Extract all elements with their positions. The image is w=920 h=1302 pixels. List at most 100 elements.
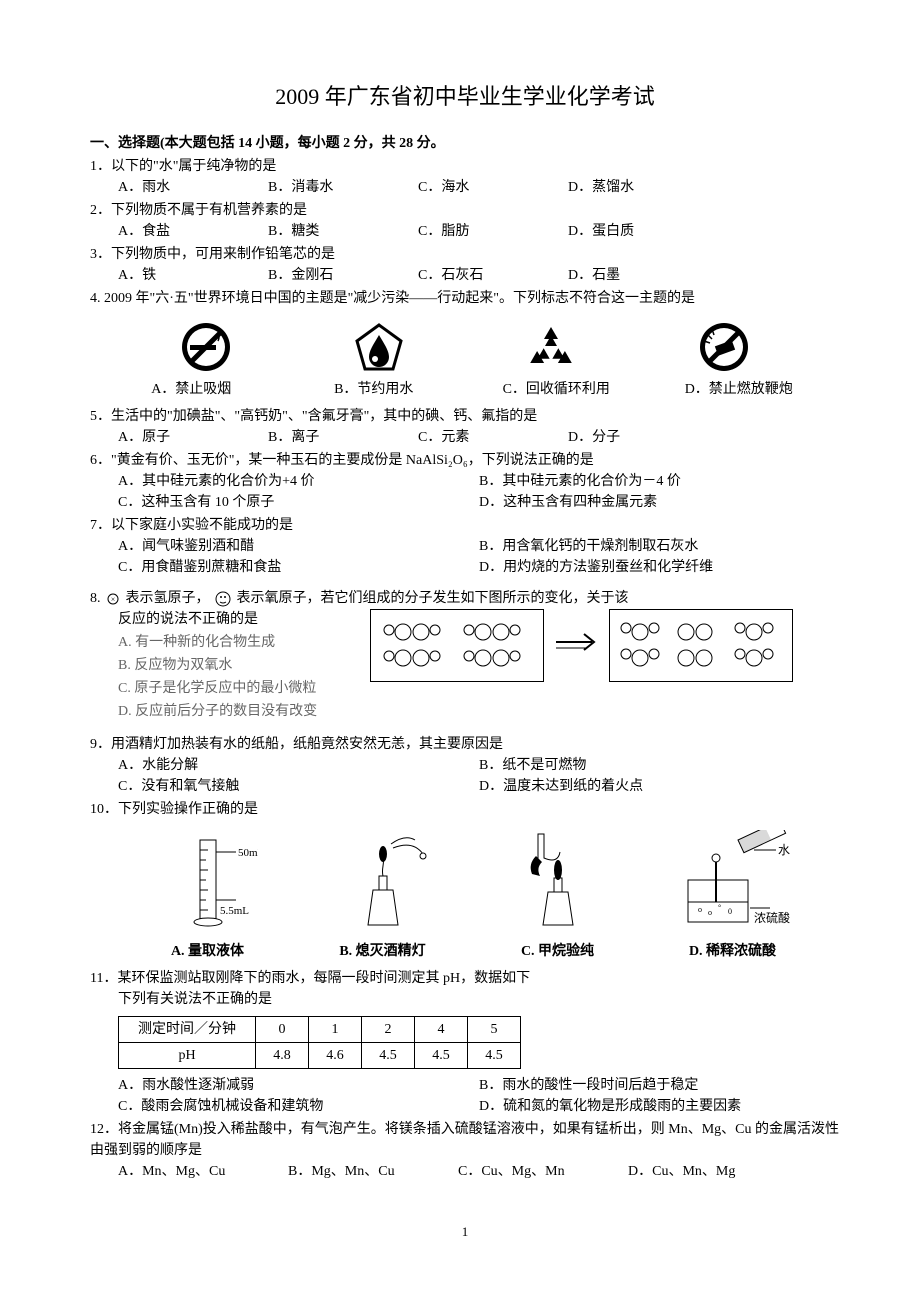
question-5: 5．生活中的"加碘盐"、"高钙奶"、"含氟牙膏"，其中的碘、钙、氟指的是 A．原… [90, 406, 840, 448]
section-1-header: 一、选择题(本大题包括 14 小题，每小题 2 分，共 28 分。 [90, 133, 840, 154]
q11-stem: 11．某环保监测站取刚降下的雨水，每隔一段时间测定其 pH，数据如下 [90, 968, 840, 989]
q1-opt-b: B．消毒水 [268, 177, 408, 198]
q2-stem: 2．下列物质不属于有机营养素的是 [90, 200, 840, 221]
q11-r3: 4.5 [362, 1043, 415, 1069]
q7-opt-d: D．用灼烧的方法鉴别蚕丝和化学纤维 [479, 557, 840, 578]
q2-opt-d: D．蛋白质 [568, 221, 708, 242]
q4-stem: 4. 2009 年"六·五"世界环境日中国的主题是"减少污染——行动起来"。下列… [90, 288, 840, 309]
q9-stem: 9．用酒精灯加热装有水的纸船，纸船竟然安然无恙，其主要原因是 [90, 734, 840, 755]
q3-opt-d: D．石墨 [568, 265, 708, 286]
q11-h4: 4 [415, 1017, 468, 1043]
q8-mid: 表示氢原子， [126, 591, 210, 606]
q9-opt-c: C．没有和氧气接触 [118, 776, 479, 797]
q12-stem: 12．将金属锰(Mn)投入稀盐酸中，有气泡产生。将镁条插入硫酸锰溶液中，如果有锰… [90, 1119, 840, 1161]
q3-opt-a: A．铁 [118, 265, 258, 286]
recycle-icon [523, 319, 579, 375]
table-row: 测定时间／分钟 0 1 2 4 5 [119, 1017, 521, 1043]
q11-table: 测定时间／分钟 0 1 2 4 5 pH 4.8 4.6 4.5 4.5 4.5 [118, 1016, 521, 1069]
q9-opt-b: B．纸不是可燃物 [479, 755, 840, 776]
svg-text:浓硫酸: 浓硫酸 [754, 910, 790, 925]
svg-text:o: o [698, 905, 702, 914]
table-row: pH 4.8 4.6 4.5 4.5 4.5 [119, 1043, 521, 1069]
question-4: 4. 2009 年"六·五"世界环境日中国的主题是"减少污染——行动起来"。下列… [90, 288, 840, 400]
q10-stem: 10．下列实验操作正确的是 [90, 799, 840, 820]
q8-opt-b: B. 反应物为双氧水 [118, 655, 350, 676]
q6-opt-c: C．这种玉含有 10 个原子 [118, 492, 479, 513]
q11-r5: 4.5 [468, 1043, 521, 1069]
save-water-icon [351, 319, 407, 375]
q4-opt-a: A．禁止吸烟 [100, 379, 283, 400]
question-12: 12．将金属锰(Mn)投入稀盐酸中，有气泡产生。将镁条插入硫酸锰溶液中，如果有锰… [90, 1119, 840, 1182]
q1-opt-d: D．蒸馏水 [568, 177, 708, 198]
q11-h2: 1 [309, 1017, 362, 1043]
svg-text:5.5mL: 5.5mL [220, 905, 249, 917]
page-title: 2009 年广东省初中毕业生学业化学考试 [90, 80, 840, 113]
q11-r0: pH [119, 1043, 256, 1069]
q2-opt-a: A．食盐 [118, 221, 258, 242]
q10-fig-c [470, 830, 645, 937]
q8-opt-d: D. 反应前后分子的数目没有改变 [118, 701, 350, 722]
q12-opt-c: C．Cu、Mg、Mn [458, 1161, 618, 1182]
svg-text:50mL: 50mL [238, 847, 258, 859]
q6-stem: 6．"黄金有价、玉无价"，某一种玉石的主要成份是 NaAlSi₂O₆，下列说法正… [90, 450, 840, 471]
question-3: 3．下列物质中，可用来制作铅笔芯的是 A．铁 B．金刚石 C．石灰石 D．石墨 [90, 244, 840, 286]
q11-r1: 4.8 [256, 1043, 309, 1069]
q1-opt-c: C．海水 [418, 177, 558, 198]
q5-stem: 5．生活中的"加碘盐"、"高钙奶"、"含氟牙膏"，其中的碘、钙、氟指的是 [90, 406, 840, 427]
q11-h3: 2 [362, 1017, 415, 1043]
question-10: 10．下列实验操作正确的是 50mL 5.5mL [90, 799, 840, 962]
q5-opt-b: B．离子 [268, 427, 408, 448]
q8-tail: 表示氧原子，若它们组成的分子发生如下图所示的变化，关于该 [237, 591, 629, 606]
svg-text:o: o [708, 908, 712, 917]
question-9: 9．用酒精灯加热装有水的纸船，纸船竟然安然无恙，其主要原因是 A．水能分解 B．… [90, 734, 840, 797]
question-6: 6．"黄金有价、玉无价"，某一种玉石的主要成份是 NaAlSi₂O₆，下列说法正… [90, 450, 840, 513]
q11-opt-b: B．雨水的酸性一段时间后趋于稳定 [479, 1075, 840, 1096]
question-7: 7．以下家庭小实验不能成功的是 A．闻气味鉴别酒和醋 B．用含氧化钙的干燥剂制取… [90, 515, 840, 578]
no-smoking-icon [178, 319, 234, 375]
q11-sub: 下列有关说法不正确的是 [118, 989, 840, 1010]
svg-text:水: 水 [778, 843, 790, 857]
q4-opt-c: C．回收循环利用 [465, 379, 648, 400]
q8-opt-c: C. 原子是化学反应中的最小微粒 [118, 678, 350, 699]
q10-opt-b: B. 熄灭酒精灯 [295, 941, 470, 962]
q2-opt-b: B．糖类 [268, 221, 408, 242]
q11-r2: 4.6 [309, 1043, 362, 1069]
q8-prefix: 8. [90, 591, 104, 606]
q2-opt-c: C．脂肪 [418, 221, 558, 242]
q10-fig-a: 50mL 5.5mL [120, 830, 295, 937]
q5-opt-a: A．原子 [118, 427, 258, 448]
svg-text:×: × [111, 595, 116, 604]
q8-reaction-diagram [350, 609, 840, 682]
q10-fig-b [295, 830, 470, 937]
question-11: 11．某环保监测站取刚降下的雨水，每隔一段时间测定其 pH，数据如下 下列有关说… [90, 968, 840, 1117]
q11-r4: 4.5 [415, 1043, 468, 1069]
q10-opt-c: C. 甲烷验纯 [470, 941, 645, 962]
q5-opt-d: D．分子 [568, 427, 708, 448]
q6-opt-a: A．其中硅元素的化合价为+4 价 [118, 471, 479, 492]
q6-opt-d: D．这种玉含有四种金属元素 [479, 492, 840, 513]
q4-opt-b: B．节约用水 [283, 379, 466, 400]
q9-opt-a: A．水能分解 [118, 755, 479, 776]
question-8: 8. × 表示氢原子， 表示氧原子，若它们组成的分子发生如下图所示的变化，关于该… [90, 588, 840, 724]
q9-opt-d: D．温度未达到纸的着火点 [479, 776, 840, 797]
q11-opt-d: D．硫和氮的氧化物是形成酸雨的主要因素 [479, 1096, 840, 1117]
no-fireworks-icon [696, 319, 752, 375]
q3-opt-b: B．金刚石 [268, 265, 408, 286]
q7-stem: 7．以下家庭小实验不能成功的是 [90, 515, 840, 536]
q11-h5: 5 [468, 1017, 521, 1043]
q8-opt-a: A. 有一种新的化合物生成 [118, 632, 350, 653]
q3-stem: 3．下列物质中，可用来制作铅笔芯的是 [90, 244, 840, 265]
question-1: 1．以下的"水"属于纯净物的是 A．雨水 B．消毒水 C．海水 D．蒸馏水 [90, 156, 840, 198]
q7-opt-b: B．用含氧化钙的干燥剂制取石灰水 [479, 536, 840, 557]
q11-opt-c: C．酸雨会腐蚀机械设备和建筑物 [118, 1096, 479, 1117]
q6-opt-b: B．其中硅元素的化合价为－4 价 [479, 471, 840, 492]
q3-opt-c: C．石灰石 [418, 265, 558, 286]
arrow-icon [554, 625, 600, 667]
page-number: 1 [90, 1222, 840, 1242]
q1-opt-a: A．雨水 [118, 177, 258, 198]
q12-opt-a: A．Mn、Mg、Cu [118, 1161, 278, 1182]
svg-text:0: 0 [728, 907, 732, 916]
q4-opt-d: D．禁止燃放鞭炮 [648, 379, 831, 400]
q11-h0: 测定时间／分钟 [119, 1017, 256, 1043]
q10-opt-a: A. 量取液体 [120, 941, 295, 962]
